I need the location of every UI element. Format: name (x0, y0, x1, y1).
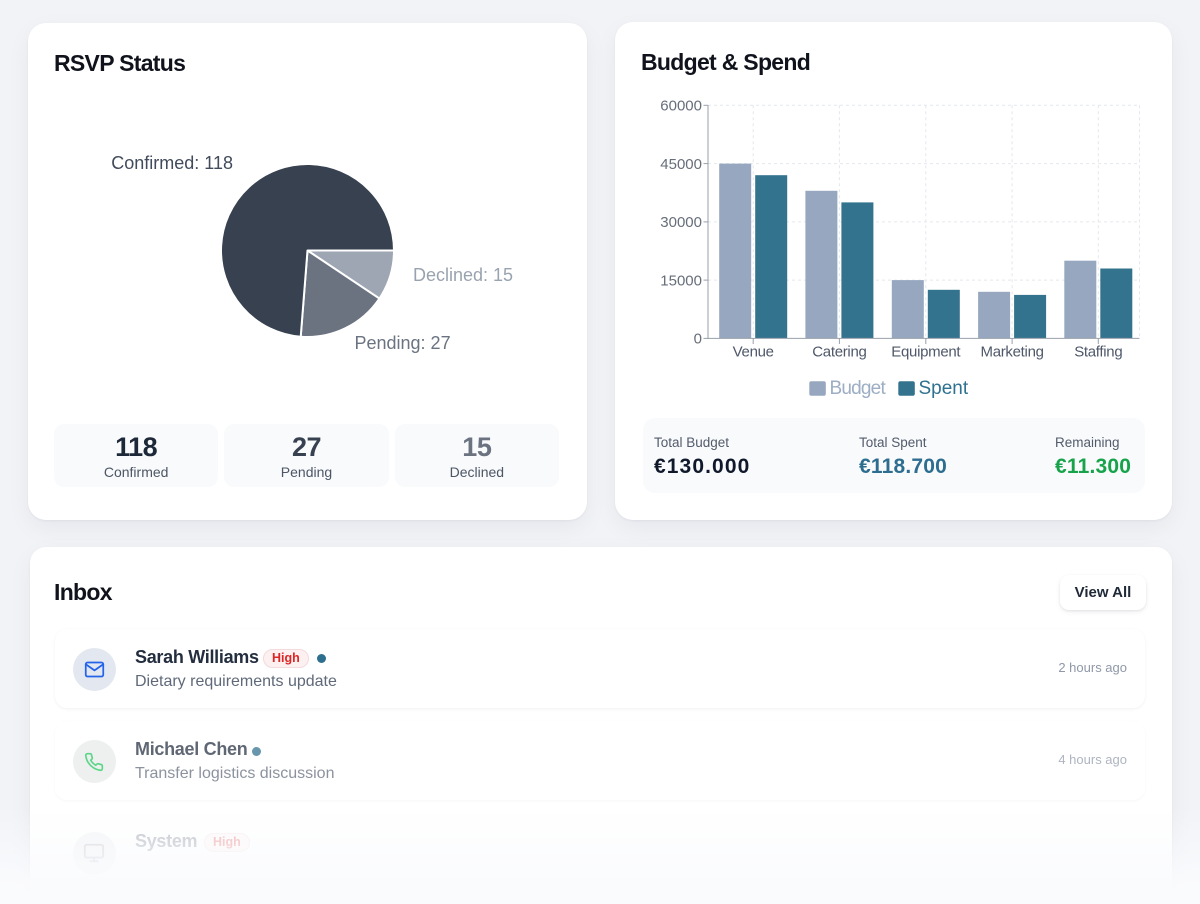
svg-text:60000: 60000 (660, 98, 702, 115)
svg-text:Equipment: Equipment (891, 344, 961, 361)
svg-text:Staffing: Staffing (1074, 344, 1122, 361)
svg-text:15000: 15000 (660, 272, 702, 289)
svg-text:Marketing: Marketing (981, 344, 1044, 361)
svg-text:Venue: Venue (733, 344, 774, 361)
svg-text:Catering: Catering (812, 344, 866, 361)
svg-text:Spent: Spent (919, 378, 969, 399)
svg-text:30000: 30000 (660, 214, 702, 231)
svg-text:0: 0 (694, 331, 702, 348)
svg-text:Budget: Budget (830, 378, 887, 399)
svg-text:45000: 45000 (660, 156, 702, 173)
